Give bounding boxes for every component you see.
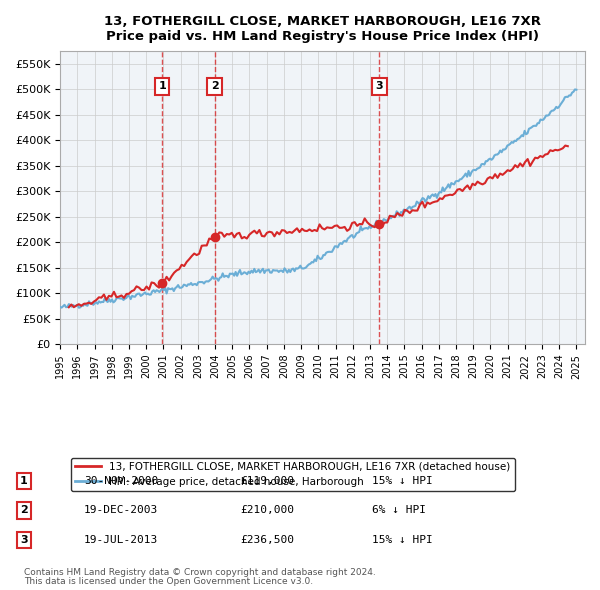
Text: 3: 3 [20, 535, 28, 545]
Text: £210,000: £210,000 [240, 506, 294, 515]
Legend: 13, FOTHERGILL CLOSE, MARKET HARBOROUGH, LE16 7XR (detached house), HPI: Average: 13, FOTHERGILL CLOSE, MARKET HARBOROUGH,… [71, 457, 515, 491]
Text: 1: 1 [20, 476, 28, 486]
Text: 30-NOV-2000: 30-NOV-2000 [84, 476, 158, 486]
Text: 19-DEC-2003: 19-DEC-2003 [84, 506, 158, 515]
Title: 13, FOTHERGILL CLOSE, MARKET HARBOROUGH, LE16 7XR
Price paid vs. HM Land Registr: 13, FOTHERGILL CLOSE, MARKET HARBOROUGH,… [104, 15, 541, 43]
Text: This data is licensed under the Open Government Licence v3.0.: This data is licensed under the Open Gov… [24, 577, 313, 586]
Text: 2: 2 [211, 81, 218, 91]
Text: 2: 2 [20, 506, 28, 515]
Text: 3: 3 [376, 81, 383, 91]
Text: £236,500: £236,500 [240, 535, 294, 545]
Text: 15% ↓ HPI: 15% ↓ HPI [372, 476, 433, 486]
Text: 19-JUL-2013: 19-JUL-2013 [84, 535, 158, 545]
Text: 15% ↓ HPI: 15% ↓ HPI [372, 535, 433, 545]
Text: £119,000: £119,000 [240, 476, 294, 486]
Text: 6% ↓ HPI: 6% ↓ HPI [372, 506, 426, 515]
Text: Contains HM Land Registry data © Crown copyright and database right 2024.: Contains HM Land Registry data © Crown c… [24, 568, 376, 577]
Text: 1: 1 [158, 81, 166, 91]
